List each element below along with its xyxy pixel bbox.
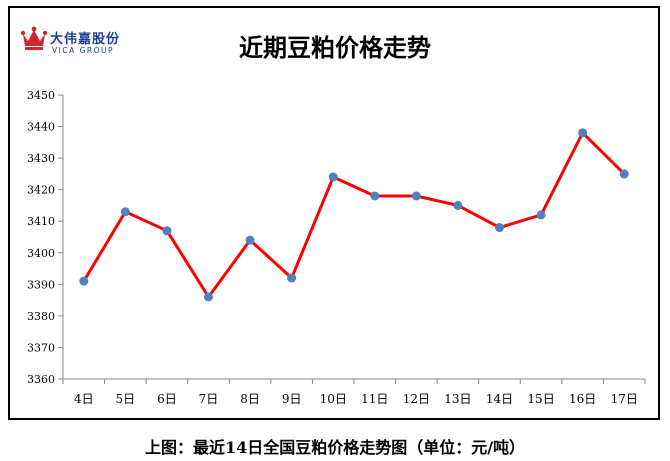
y-tick-label: 3430 [27,152,55,165]
crown-icon [20,26,48,50]
x-tick-label: 16日 [569,392,596,406]
x-tick-label: 15日 [527,392,554,406]
y-tick-label: 3410 [27,215,55,228]
y-tick-label: 3390 [27,278,55,291]
data-point [536,210,546,220]
chart-title: 近期豆粕价格走势 [239,33,431,62]
data-point [245,235,255,245]
data-point [370,191,380,201]
chart-points [79,128,629,302]
x-tick-label: 6日 [157,392,177,406]
data-point [328,172,338,182]
x-tick-label: 5日 [116,392,136,406]
x-tick-label: 13日 [444,392,471,406]
company-logo: 大伟嘉股份 VICA GROUP [20,24,150,68]
logo-name-cn: 大伟嘉股份 [50,32,121,47]
x-tick-label: 17日 [611,392,638,406]
y-tick-label: 3370 [27,341,55,354]
data-point [120,207,130,217]
x-axis-ticks: 4日 5日 6日 7日 8日 9日 10日 11日 12日 13日 14日 15日 16日 17日 [62,379,646,406]
data-point [287,273,297,283]
y-tick-label: 3420 [27,184,55,197]
y-tick-label: 3400 [27,247,55,260]
x-tick-label: 9日 [282,392,302,406]
data-point [79,276,89,286]
data-point [495,223,504,233]
data-point [453,200,463,210]
x-tick-label: 11日 [361,392,388,406]
data-point [162,226,172,236]
chart-series [82,131,626,299]
data-point [411,191,421,201]
x-tick-label: 10日 [320,392,347,406]
x-tick-label: 7日 [199,392,219,406]
x-tick-label: 14日 [486,392,513,406]
chart-frame [8,6,660,420]
data-point [578,128,588,138]
y-tick-label: 3440 [27,121,55,134]
y-tick-label: 3380 [27,310,55,323]
x-tick-label: 12日 [403,392,430,406]
data-point [204,292,213,302]
y-tick-label: 3450 [27,89,55,102]
logo-name-en: VICA GROUP [52,46,115,55]
y-axis-ticks: 3360 3370 3380 3390 3400 3410 3420 3430 3440 3450 [27,89,63,386]
x-tick-label: 4日 [74,392,94,406]
x-tick-label: 8日 [240,392,260,406]
y-tick-label: 3360 [27,373,55,386]
chart-caption: 上图：最近14日全国豆粕价格走势图（单位：元/吨） [144,438,526,457]
chart-axes [62,95,645,380]
data-point [619,169,629,179]
series-line [82,131,626,299]
